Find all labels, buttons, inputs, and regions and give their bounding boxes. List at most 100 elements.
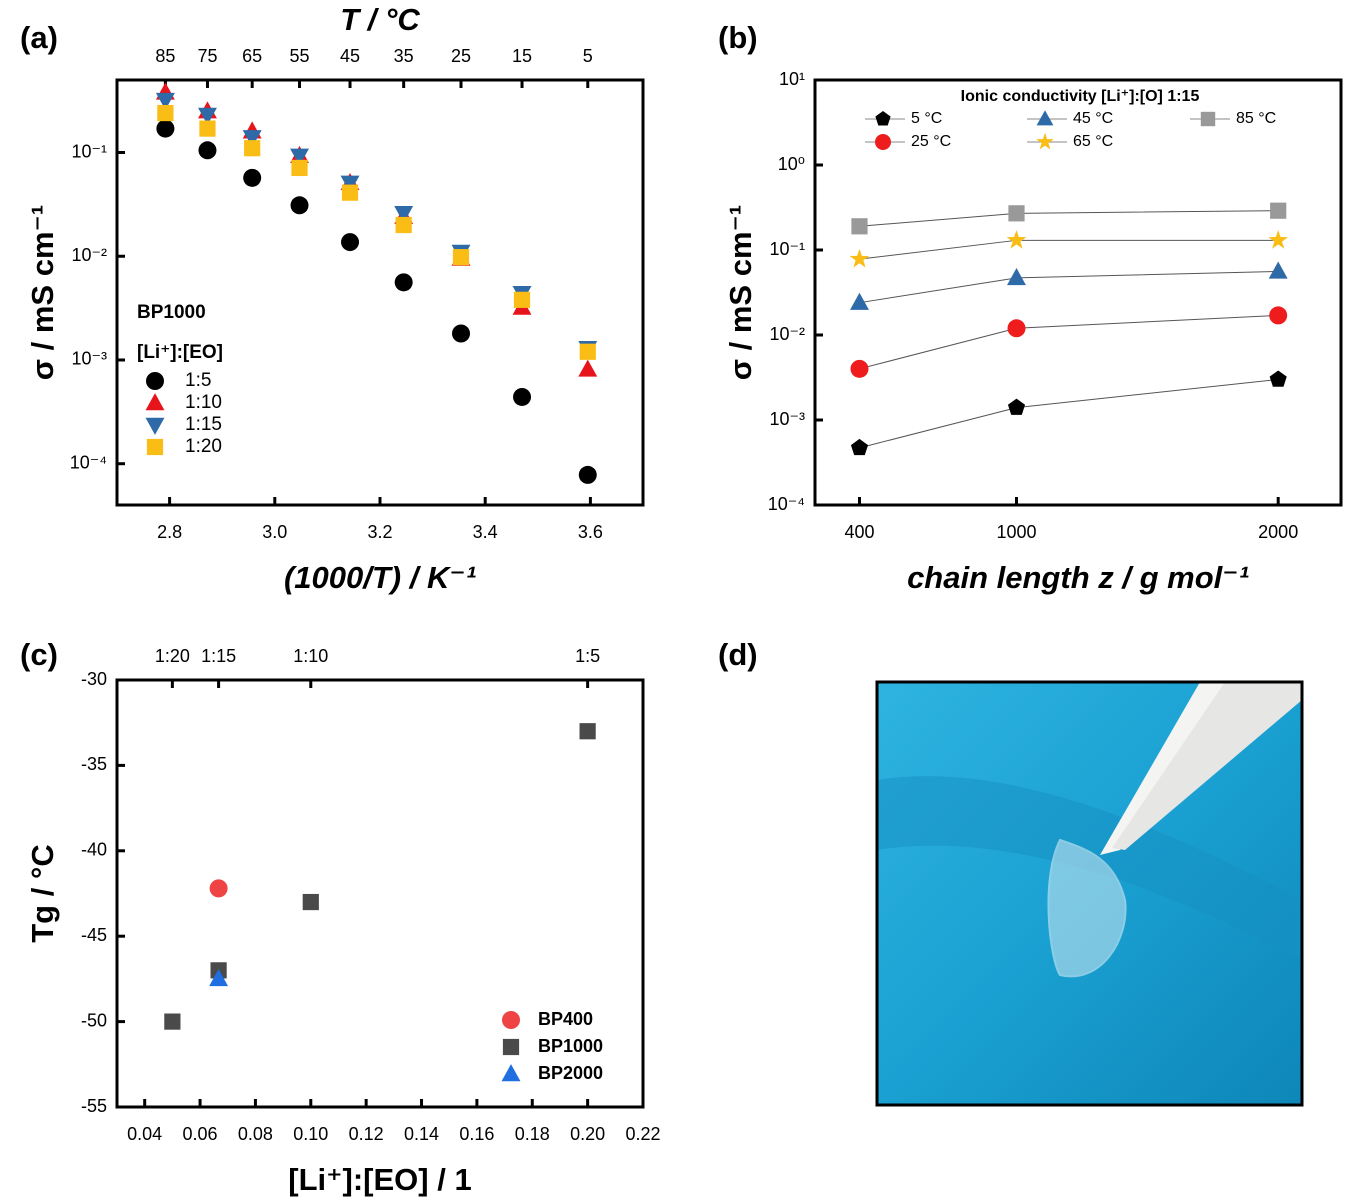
x-tick-label: 0.22: [625, 1124, 660, 1144]
legend-marker: [1036, 132, 1054, 150]
marker: [244, 140, 261, 157]
marker: [1006, 229, 1027, 249]
marker: [341, 233, 360, 252]
x-tick-label: 0.08: [238, 1124, 273, 1144]
marker: [1007, 398, 1026, 415]
legend-label: BP400: [538, 1009, 593, 1029]
marker: [1268, 229, 1289, 249]
x-tick-label: 0.18: [515, 1124, 550, 1144]
x2-tick-label: 65: [242, 46, 262, 66]
x-axis-title: chain length z / g mol⁻¹: [907, 560, 1249, 595]
x2-tick-label: 75: [197, 46, 217, 66]
series-line: [859, 378, 1279, 449]
x2-tick-label: 1:10: [293, 646, 328, 666]
x2-axis-title: T / °C: [340, 2, 420, 37]
marker: [209, 879, 228, 898]
legend-marker: [502, 1011, 520, 1029]
y-tick-label: 10⁻³: [769, 409, 805, 429]
x-tick-label: 0.16: [459, 1124, 494, 1144]
photo-frame: [875, 680, 1304, 1107]
legend-marker: [145, 417, 165, 435]
marker: [1007, 319, 1026, 338]
marker: [513, 387, 532, 406]
y-tick-label: 10⁻⁴: [70, 452, 107, 472]
series-line: [859, 239, 1279, 260]
marker: [395, 216, 412, 234]
marker: [513, 291, 531, 308]
legend-label: 65 °C: [1073, 133, 1113, 150]
plot-frame: [813, 78, 1343, 507]
x2-tick-label: 45: [340, 46, 360, 66]
legend-marker: [145, 393, 165, 411]
marker: [452, 249, 470, 266]
x-tick-label: 0.04: [127, 1124, 162, 1144]
marker: [578, 465, 597, 484]
y-tick-label: -35: [81, 754, 107, 774]
marker: [1269, 306, 1288, 325]
marker: [1268, 261, 1288, 279]
legend-label: 85 °C: [1236, 110, 1276, 127]
x-tick-label: 0.14: [404, 1124, 439, 1144]
legend-label: 45 °C: [1073, 110, 1113, 127]
legend-title: Ionic conductivity [Li⁺]:[O] 1:15: [961, 88, 1200, 105]
legend-label: 1:5: [185, 370, 211, 391]
marker: [198, 107, 217, 125]
marker: [850, 292, 869, 310]
marker: [302, 893, 319, 911]
x-tick-label: 0.10: [293, 1124, 328, 1144]
marker: [1008, 205, 1025, 222]
marker: [850, 359, 869, 378]
y-tick-label: -50: [81, 1010, 107, 1030]
y-tick-label: 10⁰: [778, 154, 805, 174]
y-axis-title: σ / mS cm⁻¹: [25, 205, 60, 380]
y-axis-title: Tg / °C: [25, 844, 60, 943]
legend-label: 1:20: [185, 436, 222, 457]
y-tick-label: 10⁻¹: [769, 239, 805, 259]
marker: [209, 969, 229, 987]
legend-marker: [875, 134, 891, 150]
legend-marker: [1200, 111, 1216, 127]
marker: [394, 205, 414, 224]
x2-tick-label: 35: [394, 46, 414, 66]
legend-label: 5 °C: [911, 110, 942, 127]
x-tick-label: 400: [844, 522, 874, 542]
y-axis-title: σ / mS cm⁻¹: [723, 205, 758, 380]
marker: [341, 184, 359, 201]
x-axis-title: [Li⁺]:[EO] / 1: [288, 1162, 471, 1197]
marker: [155, 92, 175, 111]
x-tick-label: 0.12: [349, 1124, 384, 1144]
x-tick-label: 2000: [1258, 522, 1298, 542]
x2-tick-label: 25: [451, 46, 471, 66]
panel-label: (b): [718, 20, 758, 55]
y-tick-label: -40: [81, 840, 107, 860]
photo-film: [1047, 838, 1127, 978]
legend-label: 1:10: [185, 392, 222, 413]
y-tick-label: 10¹: [779, 69, 805, 89]
marker: [164, 1013, 181, 1030]
x-tick-label: 3.0: [262, 522, 287, 542]
series-line: [859, 270, 1279, 304]
panel-label: (c): [20, 637, 58, 672]
legend-marker: [1036, 110, 1054, 126]
x-tick-label: 1000: [996, 522, 1036, 542]
y-tick-label: -55: [81, 1096, 107, 1116]
marker: [1007, 267, 1026, 286]
photo-tweezer: [1112, 682, 1302, 850]
y-tick-label: 10⁻³: [71, 349, 107, 369]
marker: [850, 438, 869, 456]
y-tick-label: 10⁻²: [71, 245, 107, 265]
x-tick-label: 0.06: [183, 1124, 218, 1144]
marker: [290, 148, 309, 166]
x2-tick-label: 85: [155, 46, 175, 66]
legend-marker: [502, 1038, 520, 1056]
photo: (d): [718, 637, 1304, 1107]
x2-tick-label: 55: [290, 46, 310, 66]
marker: [851, 218, 868, 235]
legend-marker: [501, 1064, 521, 1082]
y-tick-label: -45: [81, 925, 107, 945]
series-line: [859, 210, 1279, 227]
marker: [290, 196, 309, 215]
y-tick-label: 10⁻⁴: [768, 494, 805, 514]
marker: [394, 273, 413, 292]
legend-marker: [146, 438, 164, 456]
